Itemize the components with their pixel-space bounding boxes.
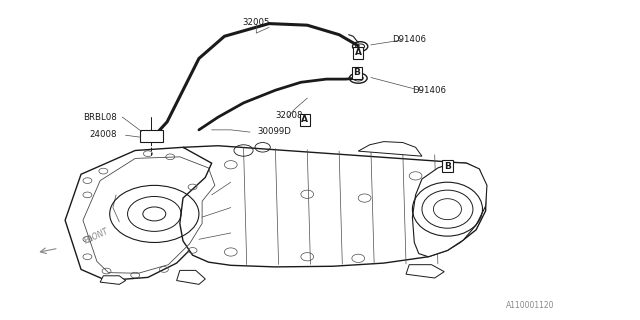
Polygon shape [358, 142, 422, 156]
Polygon shape [100, 276, 125, 284]
Text: D91406: D91406 [392, 35, 426, 44]
Text: B: B [444, 162, 451, 171]
Text: 32008: 32008 [276, 111, 303, 120]
Text: 24008: 24008 [90, 130, 117, 139]
Text: A: A [301, 115, 308, 124]
Text: FRONT: FRONT [83, 227, 110, 246]
Polygon shape [406, 265, 444, 278]
Polygon shape [65, 147, 228, 281]
Text: A: A [355, 48, 362, 57]
Text: A110001120: A110001120 [506, 301, 554, 310]
Text: BRBL08: BRBL08 [83, 113, 117, 122]
Text: 30099D: 30099D [257, 127, 291, 136]
Polygon shape [180, 146, 486, 267]
Polygon shape [140, 130, 163, 142]
Text: D91406: D91406 [413, 86, 447, 95]
Polygon shape [177, 270, 205, 284]
Text: B: B [353, 68, 360, 77]
Polygon shape [412, 163, 487, 257]
Text: 32005: 32005 [243, 18, 270, 27]
